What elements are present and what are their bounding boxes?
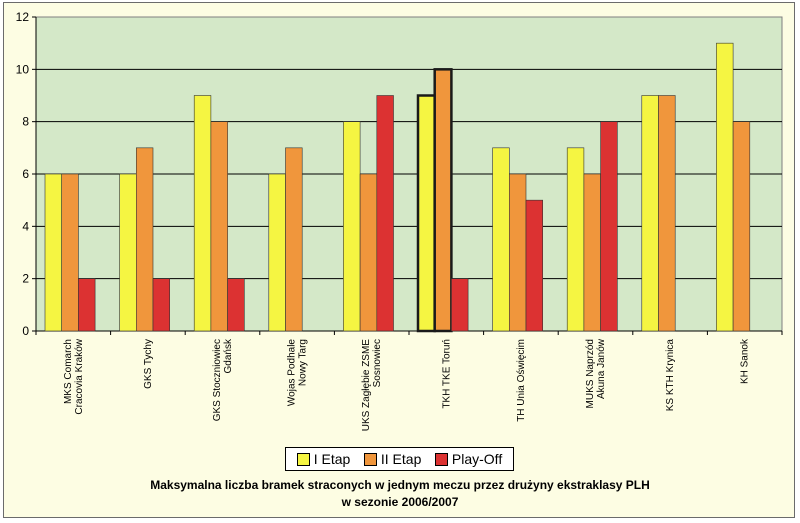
x-category-label: Nowy Targ [298,339,309,386]
x-category-label: GKS Stoczniowiec [212,339,223,421]
bar-play-off-mks-comarch-cracovia-krakow [78,278,96,332]
legend-label-ii-etap: II Etap [380,451,422,467]
chart-title-line-1: Maksymalna liczba bramek straconych w je… [150,478,650,492]
bar-ii-etap-tkh-tke-torun [433,68,453,333]
x-category-label: Cracovia Kraków [74,338,85,414]
bar-i-etap-gks-stoczniowiec-gdansk [193,95,212,332]
bar-i-etap-muks-naprzod-akuna-janow [566,147,585,332]
chart-title-line-2: w sezonie 2006/2007 [341,495,459,509]
bar-ii-etap-gks-stoczniowiec-gdansk [210,121,228,332]
x-category-label: KS KTH Krynica [665,339,676,412]
x-category-label: Wojas Podhale [287,339,298,407]
bar-ii-etap-mks-comarch-cracovia-krakow [61,173,79,332]
x-category-label: MUKS Naprzód [585,339,596,408]
y-tick-label: 10 [16,62,30,76]
bar-ii-etap-muks-naprzod-akuna-janow [583,173,601,332]
y-tick-label: 12 [16,10,30,24]
x-category-label: KH Sanok [740,338,751,384]
legend-item-play-off: Play-Off [434,451,503,467]
bar-i-etap-ks-kth-krynica [641,95,659,332]
x-category-label: MKS Comarch [63,339,74,404]
y-tick-label: 2 [22,272,29,286]
bar-play-off-uks-zaglebie-zsme-sosnowiec [376,95,394,332]
chart-title: Maksymalna liczba bramek straconych w je… [0,477,800,511]
x-category-label: TH Unia Oświęcim [516,339,527,422]
legend-swatch-ii-etap [363,452,377,466]
y-tick-label: 4 [22,219,29,233]
bar-ii-etap-th-unia-oswiecim [508,173,527,332]
x-category-label: UKS Zagłębie ZSME [361,339,372,432]
legend-item-i-etap: I Etap [296,451,351,467]
legend-label-i-etap: I Etap [313,451,351,467]
legend-swatch-i-etap [296,452,310,466]
x-category-label: Akuna Janów [596,338,607,399]
bar-i-etap-th-unia-oswiecim [492,147,510,332]
bar-play-off-muks-naprzod-akuna-janow [600,121,618,332]
bar-play-off-gks-stoczniowiec-gdansk [227,278,245,332]
y-tick-label: 6 [22,167,29,181]
bar-i-etap-tkh-tke-torun [416,94,436,333]
legend-swatch-play-off [434,452,448,466]
x-category-label: Sosnowiec [372,339,383,387]
bar-ii-etap-kh-sanok [732,121,751,332]
bar-ii-etap-gks-tychy [136,147,154,332]
bar-i-etap-uks-zaglebie-zsme-sosnowiec [343,121,361,332]
legend: I Etap II Etap Play-Off [285,447,514,471]
bar-i-etap-wojas-podhale-nowy-targ [268,173,286,332]
bar-i-etap-kh-sanok [716,42,734,332]
legend-item-ii-etap: II Etap [363,451,422,467]
bar-ii-etap-uks-zaglebie-zsme-sosnowiec [359,173,378,332]
bar-i-etap-gks-tychy [119,173,137,332]
bar-i-etap-mks-comarch-cracovia-krakow [44,173,63,332]
legend-label-play-off: Play-Off [451,451,503,467]
y-tick-label: 0 [22,324,29,338]
x-category-label: TKH TKE Toruń [441,339,452,409]
bar-ii-etap-ks-kth-krynica [658,95,676,332]
bar-play-off-tkh-tke-torun [451,278,469,332]
x-category-label: Gdańsk [223,338,234,373]
y-tick-label: 8 [22,115,29,129]
bar-ii-etap-wojas-podhale-nowy-targ [285,147,303,332]
bar-play-off-th-unia-oswiecim [525,199,544,332]
bar-play-off-gks-tychy [152,278,171,332]
x-category-label: GKS Tychy [143,339,154,389]
